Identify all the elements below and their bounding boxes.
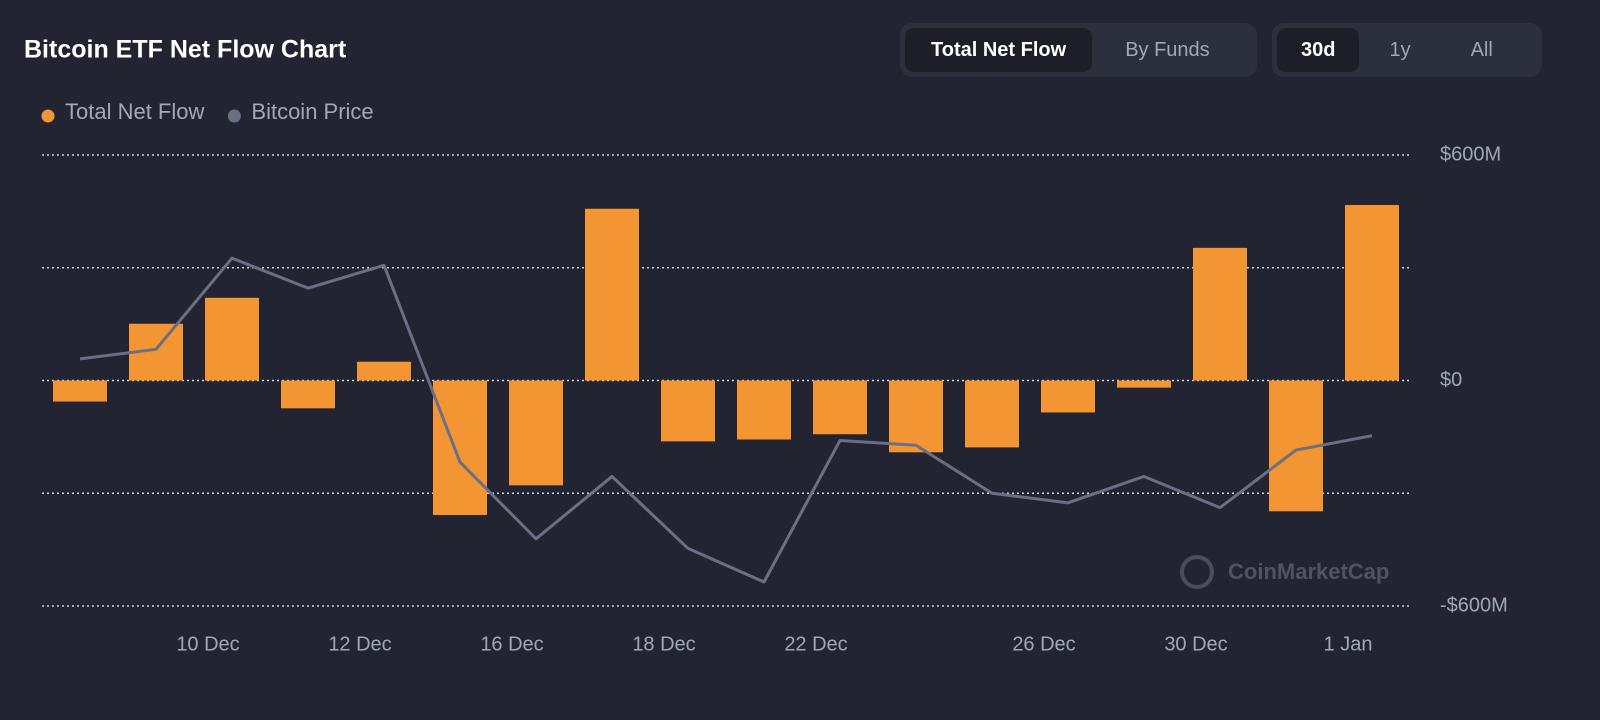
- bar: [661, 380, 715, 442]
- bar: [737, 380, 791, 440]
- range-button[interactable]: 1y: [1389, 39, 1411, 61]
- bar: [281, 380, 335, 409]
- x-tick-label: 22 Dec: [784, 633, 847, 655]
- x-tick-label: 30 Dec: [1164, 633, 1227, 655]
- bar: [357, 361, 411, 381]
- bar: [53, 380, 107, 402]
- y-tick-label: $0: [1440, 369, 1462, 391]
- view-button[interactable]: Total Net Flow: [905, 28, 1093, 72]
- x-tick-label: 16 Dec: [480, 633, 543, 655]
- x-tick-label: 18 Dec: [632, 633, 695, 655]
- bar: [965, 380, 1019, 448]
- x-tick-label: 10 Dec: [176, 633, 239, 655]
- x-tick-label: 1 Jan: [1324, 633, 1373, 655]
- x-tick-label: 12 Dec: [328, 633, 391, 655]
- view-button[interactable]: By Funds: [1125, 39, 1210, 61]
- range-switch: 30d 1y All: [1272, 23, 1542, 77]
- bar: [1041, 380, 1095, 413]
- bar: [205, 297, 259, 381]
- legend-marker: [41, 109, 55, 123]
- watermark: CoinMarketCap: [1228, 559, 1389, 584]
- legend-label: Bitcoin Price: [251, 99, 373, 124]
- bar: [585, 208, 639, 381]
- x-tick-label: 26 Dec: [1012, 633, 1075, 655]
- y-tick-label: -$600M: [1440, 594, 1508, 616]
- price-line: [79, 256, 1373, 584]
- chart-title: Bitcoin ETF Net Flow Chart: [24, 36, 347, 64]
- bar: [1193, 247, 1247, 381]
- legend-label: Total Net Flow: [65, 99, 204, 124]
- watermark-logo: [1180, 555, 1214, 589]
- view-switch: Total Net Flow By Funds: [900, 23, 1257, 77]
- bar: [433, 380, 487, 516]
- range-button[interactable]: 30d: [1277, 28, 1360, 72]
- bar: [509, 380, 563, 486]
- bar: [1345, 204, 1399, 381]
- y-tick-label: $600M: [1440, 143, 1501, 165]
- bar: [813, 380, 867, 435]
- bar: [889, 380, 943, 453]
- range-button[interactable]: All: [1470, 39, 1493, 61]
- bar: [1117, 380, 1171, 388]
- legend-marker: [227, 109, 241, 123]
